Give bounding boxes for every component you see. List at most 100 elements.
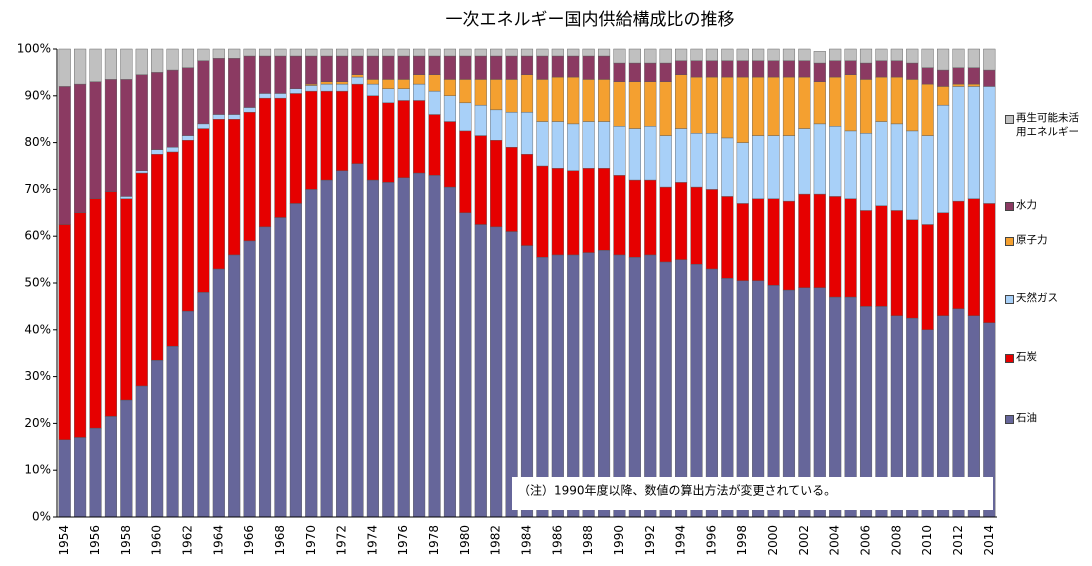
bar-segment: [120, 198, 133, 401]
bar-segment: [597, 121, 611, 169]
bar-segment: [89, 198, 102, 429]
bar-segment: [228, 114, 241, 120]
bar-segment: [659, 186, 672, 263]
bar-segment: [104, 79, 117, 192]
bar-segment: [782, 135, 796, 202]
legend-label: 原子力: [1016, 234, 1048, 246]
bar-segment: [58, 48, 71, 87]
bar-segment: [351, 48, 364, 57]
bar-segment: [644, 62, 657, 82]
bar-segment: [520, 245, 534, 518]
bar-segment: [844, 60, 857, 75]
bar-segment: [767, 76, 780, 136]
bar-segment: [351, 74, 364, 78]
bar-segment: [983, 203, 996, 323]
bar-segment: [813, 81, 826, 125]
bar-segment: [829, 126, 842, 197]
bar-segment: [413, 55, 426, 75]
bar-segment: [120, 48, 133, 80]
bar-segment: [351, 76, 364, 85]
bar-segment: [228, 58, 241, 115]
bar-segment: [443, 48, 457, 57]
bar-segment: [459, 130, 472, 213]
bar-segment: [197, 60, 210, 125]
bar-segment: [397, 79, 410, 89]
x-tick-label: 2006: [859, 525, 873, 556]
bar-segment: [890, 123, 903, 211]
bar-segment: [921, 135, 934, 225]
bar-segment: [151, 48, 164, 73]
bar-segment: [890, 48, 903, 61]
legend-swatch: [1005, 202, 1014, 211]
bar-segment: [644, 179, 657, 256]
bar-segment: [736, 48, 749, 61]
x-tick-label: 2014: [982, 525, 996, 556]
x-tick-label: 2004: [828, 525, 842, 556]
bar-segment: [536, 165, 549, 258]
bar-segment: [258, 48, 272, 57]
bar-segment: [613, 175, 626, 256]
bar-segment: [813, 62, 826, 82]
bar-segment: [937, 48, 950, 71]
bar-segment: [366, 95, 379, 181]
y-tick-label: 30%: [24, 369, 51, 383]
x-tick-label: 1970: [304, 525, 318, 556]
bar-segment: [197, 123, 210, 129]
bar-segment: [443, 121, 457, 188]
bar-segment: [443, 79, 457, 96]
bar-segment: [813, 193, 826, 288]
bar-segment: [736, 203, 749, 281]
bar-segment: [490, 226, 503, 518]
bar-segment: [551, 168, 564, 256]
bar-segment: [937, 104, 950, 214]
bar-segment: [351, 83, 364, 164]
bar-segment: [443, 95, 457, 122]
bar-segment: [166, 147, 179, 153]
bar-segment: [212, 58, 225, 115]
bar-segment: [829, 76, 842, 127]
bar-segment: [628, 179, 641, 258]
bar-segment: [644, 126, 657, 181]
bar-segment: [490, 48, 503, 57]
bar-segment: [120, 79, 133, 197]
bar-segment: [829, 60, 842, 78]
bar-segment: [967, 198, 980, 316]
bar-segment: [428, 55, 441, 75]
bar-segment: [675, 60, 688, 75]
bar-segment: [520, 154, 534, 246]
bar-segment: [135, 170, 148, 174]
bar-segment: [505, 231, 518, 518]
bar-segment: [166, 48, 179, 71]
y-tick-label: 70%: [24, 182, 51, 196]
bar-segment: [983, 86, 996, 204]
bar-segment: [752, 76, 765, 136]
bar-segment: [258, 226, 272, 518]
bar-segment: [859, 210, 873, 307]
bar-segment: [135, 74, 148, 171]
bar-segment: [597, 250, 611, 518]
bar-segment: [120, 399, 133, 518]
bar-segment: [305, 85, 318, 92]
bar-segment: [58, 86, 71, 225]
bar-segment: [675, 128, 688, 183]
legend-label: 天然ガス: [1016, 292, 1058, 304]
bar-segment: [305, 90, 318, 190]
bar-segment: [983, 48, 996, 71]
bar-segment: [382, 102, 395, 183]
bar-segment: [659, 81, 672, 136]
bar-segment: [336, 90, 349, 171]
bar-segment: [181, 135, 195, 141]
bar-segment: [135, 172, 148, 387]
bar-segment: [937, 212, 950, 316]
bar-segment: [490, 109, 503, 141]
x-tick-label: 1990: [612, 525, 626, 556]
bar-segment: [613, 126, 626, 176]
bar-segment: [613, 62, 626, 82]
bar-segment: [752, 198, 765, 281]
bar-segment: [567, 76, 580, 125]
bar-segment: [767, 198, 780, 286]
bar-segment: [336, 55, 349, 82]
x-tick-label: 2010: [920, 525, 934, 556]
bar-segment: [289, 48, 302, 57]
